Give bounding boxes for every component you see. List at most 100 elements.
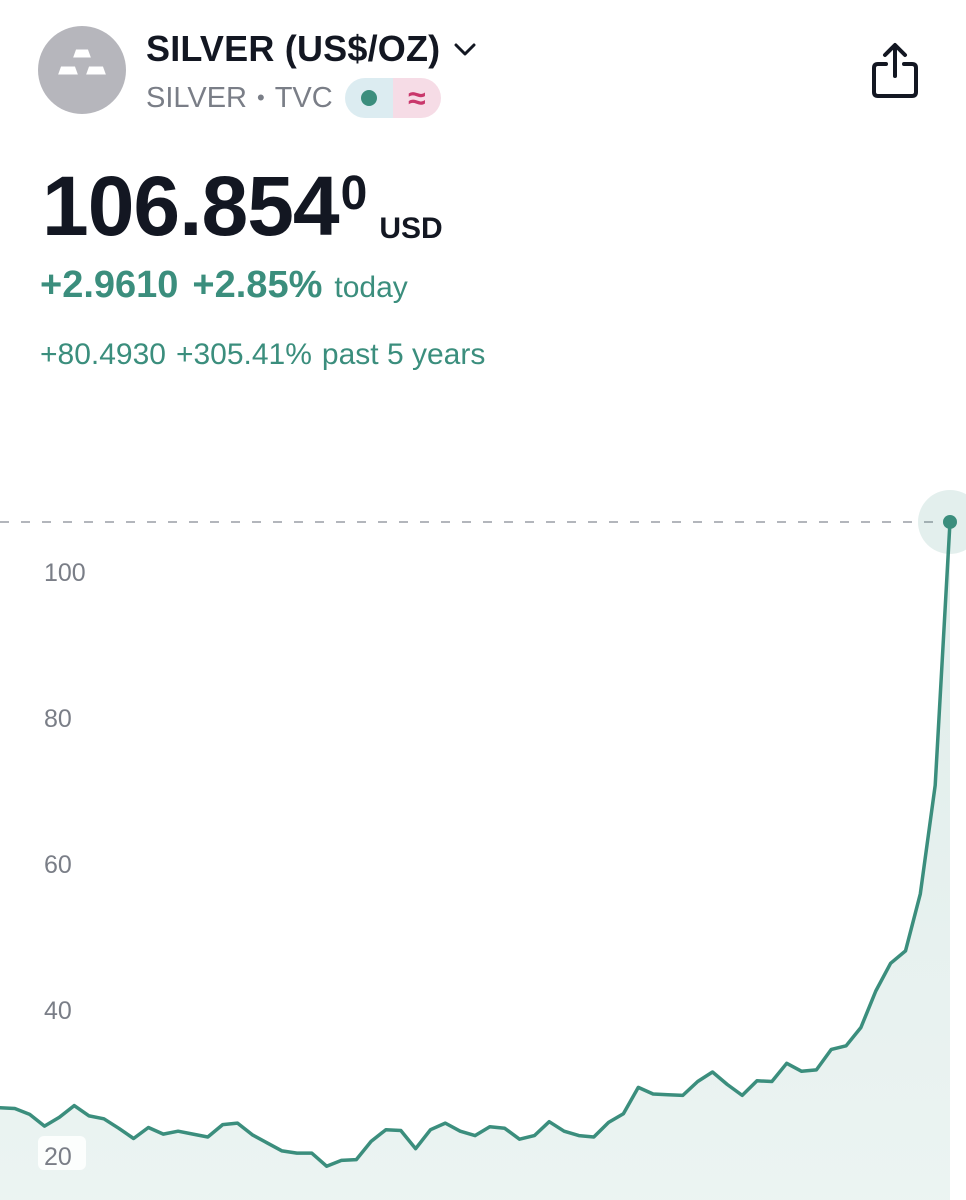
price-point [295, 1151, 299, 1155]
symbol-selector[interactable]: SILVER (US$/OZ) [146, 28, 476, 70]
market-status-badge[interactable]: ≈ [344, 78, 441, 118]
price-area [0, 522, 950, 1200]
instrument-title: SILVER (US$/OZ) [146, 28, 441, 69]
price-point [696, 1080, 700, 1084]
price-point [339, 1158, 343, 1162]
price-point [547, 1120, 551, 1124]
y-tick-label-bg [38, 1136, 86, 1170]
daily-change-label: today [334, 271, 408, 304]
price-point [859, 1026, 863, 1030]
y-tick-label: 60 [44, 851, 72, 879]
price-point [592, 1135, 596, 1139]
price-point [176, 1129, 180, 1133]
price-point [532, 1134, 536, 1138]
price-point [577, 1134, 581, 1138]
daily-change: +2.9610 +2.85% today [40, 264, 408, 307]
last-point-halo [918, 489, 966, 554]
price-point [889, 961, 893, 965]
price-point [206, 1135, 210, 1139]
price-point [280, 1149, 284, 1153]
price-point [310, 1151, 314, 1155]
symbol-code: SILVER [146, 81, 248, 114]
price-point [399, 1128, 403, 1132]
separator-dot: • [257, 85, 265, 110]
price-point [903, 949, 907, 953]
instrument-header: SILVER (US$/OZ) SILVER • TVC ≈ [0, 0, 966, 140]
price-point [13, 1107, 17, 1111]
period-change-percent: +305.41% [175, 338, 312, 371]
period-change-value: +80.4930 [40, 338, 166, 371]
price-point [607, 1120, 611, 1124]
price-display: 106.854 0 USD [42, 159, 443, 253]
y-tick-label: 100 [44, 559, 86, 587]
last-price: 106.854 [42, 159, 340, 253]
chevron-down-icon [454, 43, 476, 56]
price-point [102, 1117, 106, 1121]
price-point [265, 1141, 269, 1145]
price-point [918, 892, 922, 896]
price-point [651, 1092, 655, 1096]
price-point [458, 1129, 462, 1133]
price-point [829, 1047, 833, 1051]
y-tick-label: 40 [44, 997, 72, 1025]
price-point [191, 1132, 195, 1136]
exchange-name: TVC [274, 81, 333, 114]
price-chart[interactable]: 20 40 60 80 100 [0, 480, 966, 1200]
period-change-label: past 5 years [321, 338, 486, 371]
price-point [473, 1134, 477, 1138]
price-point [28, 1112, 32, 1116]
price-point [725, 1082, 729, 1086]
wave-icon: ≈ [392, 78, 441, 118]
dot-icon [344, 78, 393, 118]
daily-change-percent: +2.85% [192, 264, 323, 306]
price-point [161, 1132, 165, 1136]
price-point [221, 1123, 225, 1127]
price-line [0, 520, 952, 1168]
price-point [562, 1129, 566, 1133]
price-point [740, 1093, 744, 1097]
instrument-subtitle: SILVER • TVC ≈ [146, 78, 441, 118]
price-point [636, 1085, 640, 1089]
price-point [800, 1069, 804, 1073]
period-change: +80.4930 +305.41% past 5 years [40, 338, 485, 372]
share-icon [872, 43, 918, 98]
y-tick-label: 80 [44, 705, 72, 733]
price-point [755, 1079, 759, 1083]
price-point [518, 1137, 522, 1141]
price-point [428, 1128, 432, 1132]
y-tick-label: 20 [44, 1143, 72, 1171]
price-point [146, 1126, 150, 1130]
currency-label: USD [379, 212, 443, 245]
price-point [117, 1126, 121, 1130]
price-point [785, 1061, 789, 1065]
price-point [57, 1115, 61, 1119]
price-point [369, 1139, 373, 1143]
last-point-marker [943, 514, 957, 529]
price-point [325, 1164, 329, 1168]
silver-bars-icon [38, 26, 126, 114]
price-superscript: 0 [340, 167, 368, 220]
price-point [43, 1124, 47, 1128]
price-point [814, 1068, 818, 1072]
price-point [933, 783, 937, 787]
price-point [132, 1136, 136, 1140]
price-point [443, 1121, 447, 1125]
price-point [621, 1112, 625, 1116]
price-point [681, 1093, 685, 1097]
price-point [488, 1125, 492, 1129]
daily-change-value: +2.9610 [40, 264, 179, 306]
price-point [384, 1128, 388, 1132]
price-point [874, 989, 878, 993]
price-point [844, 1044, 848, 1048]
price-point [414, 1147, 418, 1151]
price-point [354, 1158, 358, 1162]
price-point [87, 1114, 91, 1118]
price-point [503, 1126, 507, 1130]
share-button[interactable] [868, 40, 922, 100]
price-point [72, 1104, 76, 1108]
price-point [250, 1133, 254, 1137]
price-point [770, 1080, 774, 1084]
price-point [711, 1070, 715, 1074]
price-point [236, 1121, 240, 1125]
price-point [666, 1093, 670, 1097]
